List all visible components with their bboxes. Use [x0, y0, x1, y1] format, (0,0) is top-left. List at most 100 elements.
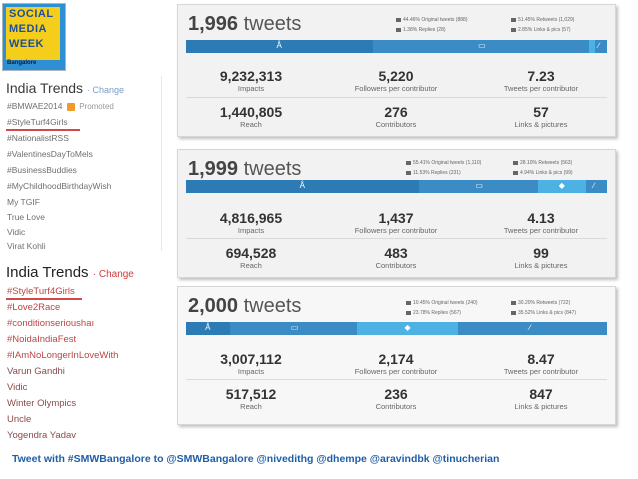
legend-item: 30.20% Retweets (722) [511, 300, 570, 306]
trend-item[interactable]: Yogendra Yadav [7, 430, 77, 441]
tweet-count: 1,999 [188, 158, 239, 180]
stat-contributors: 483 Contributors [375, 245, 417, 270]
replies-icon: ◆ [558, 181, 565, 190]
smw-logo: SOCIAL MEDIA WEEK Bangalore [2, 3, 66, 71]
logo-line-3: WEEK [9, 38, 44, 50]
stat-followers-per-contributor: 1,437 Followers per contributor [354, 210, 438, 235]
tweet-unit: tweets [243, 295, 302, 317]
trend-item[interactable]: Vidic [7, 382, 28, 393]
stat-tweets-per-contributor: 8.47 Tweets per contributor [503, 351, 579, 376]
tweet-count: 1,996 [188, 13, 239, 35]
bar-segment: ◆ [537, 180, 586, 193]
replies-icon: ◆ [404, 323, 411, 332]
trend-item[interactable]: Uncle [7, 414, 32, 425]
bar-segment: ∕ [595, 40, 607, 53]
legend-item: 35.52% Links & pics (847) [511, 310, 576, 316]
legend-item: 51.45% Retweets (1,029) [511, 17, 574, 23]
original-tweets-icon: Å [205, 323, 211, 332]
trend-item[interactable]: #MyChildhoodBirthdayWish [7, 181, 112, 191]
legend-item: 28.10% Retweets (563) [513, 160, 572, 166]
retweets-icon: ▭ [475, 181, 483, 190]
trend-item[interactable]: #BusinessBuddies [7, 165, 77, 175]
stat-links-pictures: 57 Links & pictures [514, 104, 568, 129]
links-pics-icon: ∕ [529, 323, 531, 332]
tweet-count-heading: 1,996 tweets [188, 13, 301, 36]
trend-item[interactable]: #BMWAE2014 Promoted [7, 101, 114, 111]
tweet-unit: tweets [243, 13, 302, 35]
legend-item: 1.38% Replies (28) [396, 27, 446, 33]
bar-segment: Å [186, 40, 373, 53]
trend-item[interactable]: #Love2Race [7, 302, 61, 313]
bar-segment: ◆ [357, 322, 458, 335]
original-tweets-icon: Å [276, 41, 282, 50]
stat-reach: 517,512 Reach [225, 386, 277, 411]
retweets-icon: ▭ [290, 323, 299, 332]
trend-item[interactable]: #NationalistRSS [7, 133, 69, 143]
stat-reach: 694,528 Reach [225, 245, 277, 270]
divider [186, 379, 607, 380]
stat-impacts: 3,007,112 Impacts [220, 351, 282, 376]
trend-item[interactable]: #NoidaIndiaFest [7, 334, 77, 345]
change-link[interactable]: · Change [92, 269, 134, 280]
stat-followers-per-contributor: 2,174 Followers per contributor [354, 351, 438, 376]
stat-links-pictures: 99 Links & pictures [514, 245, 568, 270]
links-pics-icon: ∕ [598, 41, 600, 50]
tweet-stats-card-2: 1,999 tweets 55.41% Original tweets (1,1… [177, 149, 616, 278]
retweets-icon: ▭ [478, 41, 486, 50]
stat-followers-per-contributor: 5,220 Followers per contributor [354, 68, 438, 93]
trend-item[interactable]: #StyleTurf4Girls [7, 286, 75, 297]
logo-box [6, 7, 60, 60]
highlight-underline [6, 129, 80, 131]
stat-impacts: 4,816,965 Impacts [219, 210, 283, 235]
legend-item: 4.94% Links & pics (99) [513, 170, 573, 176]
distribution-bar: Å ▭ ◆ ∕ [186, 180, 607, 193]
footer-call-to-action: Tweet with #SMWBangalore to @SMWBangalor… [12, 453, 500, 465]
trend-item[interactable]: Virat Kohli [7, 241, 46, 251]
trends-title-text: India Trends [6, 264, 89, 281]
trend-item[interactable]: Winter Olympics [7, 398, 77, 409]
trend-item[interactable]: #ValentinesDayToMels [7, 149, 93, 159]
logo-line-1: SOCIAL [9, 8, 54, 20]
bar-segment: ▭ [419, 180, 538, 193]
trend-item[interactable]: My TGIF [7, 197, 40, 207]
legend-item: 2.85% Links & pics (57) [511, 27, 571, 33]
stat-contributors: 276 Contributors [375, 104, 417, 129]
original-tweets-icon: Å [299, 181, 305, 190]
bar-segment: ▭ [230, 322, 358, 335]
legend-item: 44.46% Original tweets (888) [396, 17, 467, 23]
bar-segment: Å [186, 180, 420, 193]
trend-item[interactable]: #conditionserioushaı [7, 318, 95, 329]
legend-item: 11.53% Replies (231) [406, 170, 461, 176]
trend-item[interactable]: Vidic [7, 227, 26, 237]
trend-item[interactable]: True Love [7, 212, 45, 222]
divider [186, 97, 607, 98]
distribution-bar: Å ▭ ∕ [186, 40, 607, 53]
trend-item[interactable]: Varun Gandhi [7, 366, 65, 377]
stat-impacts: 9,232,313 Impacts [219, 68, 283, 93]
links-pics-icon: ∕ [593, 181, 595, 190]
trend-item[interactable]: #IAmNoLongerInLoveWith [7, 350, 119, 361]
stat-links-pictures: 847 Links & pictures [514, 386, 568, 411]
trends-title-text: India Trends [6, 80, 84, 96]
bar-segment: ∕ [457, 322, 607, 335]
tweet-unit: tweets [243, 158, 302, 180]
india-trends-panel-2: India Trends · Change #StyleTurf4Girls #… [3, 260, 161, 450]
stat-reach: 1,440,805 Reach [219, 104, 283, 129]
promoted-label: Promoted [79, 102, 114, 111]
bar-segment: ▭ [372, 40, 590, 53]
stat-tweets-per-contributor: 7.23 Tweets per contributor [503, 68, 579, 93]
logo-line-2: MEDIA [9, 23, 47, 35]
trend-item[interactable]: #StyleTurf4Girls [7, 117, 68, 127]
bar-segment: Å [186, 322, 231, 335]
tweet-count-heading: 1,999 tweets [188, 158, 301, 181]
tweet-count: 2,000 [188, 295, 239, 317]
bar-segment: ∕ [585, 180, 607, 193]
tweet-count-heading: 2,000 tweets [188, 295, 301, 318]
tweet-stats-card-3: 2,000 tweets 10.45% Original tweets (240… [177, 286, 616, 425]
distribution-bar: Å ▭ ◆ ∕ [186, 322, 607, 335]
divider [186, 238, 607, 239]
change-link[interactable]: · Change [86, 85, 124, 95]
legend-item: 23.78% Replies (567) [406, 310, 461, 316]
tweet-stats-card-1: 1,996 tweets 44.46% Original tweets (888… [177, 4, 616, 137]
trend-text[interactable]: #BMWAE2014 [7, 101, 63, 111]
